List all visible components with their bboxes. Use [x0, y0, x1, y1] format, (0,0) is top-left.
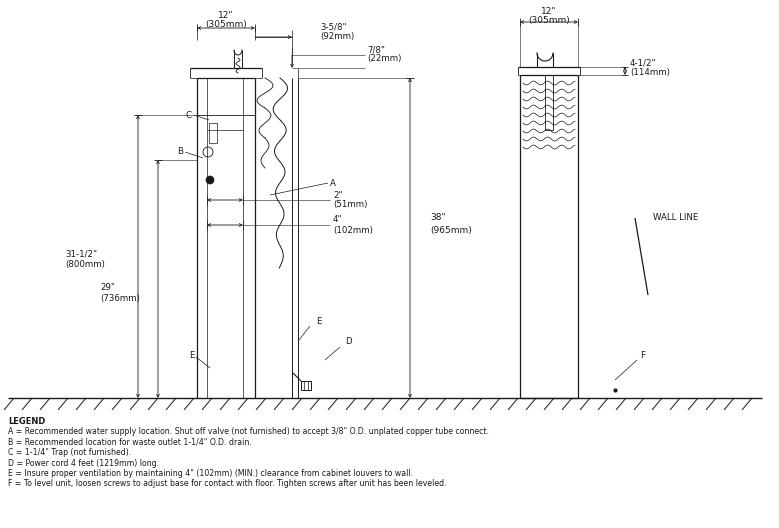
Text: 12": 12" [541, 7, 557, 16]
Text: (92mm): (92mm) [320, 33, 354, 42]
Text: A: A [330, 178, 336, 187]
Text: C: C [186, 110, 192, 119]
Text: (22mm): (22mm) [367, 54, 401, 63]
Text: LEGEND: LEGEND [8, 417, 45, 426]
Text: B = Recommended location for waste outlet 1-1/4" O.D. drain.: B = Recommended location for waste outle… [8, 438, 252, 447]
Text: E: E [316, 317, 322, 326]
Text: F = To level unit, loosen screws to adjust base for contact with floor. Tighten : F = To level unit, loosen screws to adju… [8, 479, 446, 488]
Text: (305mm): (305mm) [205, 20, 247, 29]
Text: (305mm): (305mm) [528, 16, 570, 25]
Text: 29": 29" [100, 284, 115, 293]
Text: (800mm): (800mm) [65, 260, 105, 269]
Text: 4-1/2": 4-1/2" [630, 59, 657, 68]
Text: C = 1-1/4" Trap (not furnished).: C = 1-1/4" Trap (not furnished). [8, 448, 131, 457]
Text: D: D [345, 337, 351, 346]
Bar [301, 381, 311, 390]
Text: (736mm): (736mm) [100, 295, 140, 304]
Text: (114mm): (114mm) [630, 68, 670, 77]
Text: 2": 2" [333, 191, 343, 200]
Text: WALL LINE: WALL LINE [653, 213, 699, 222]
Bar [209, 123, 217, 143]
Text: D = Power cord 4 feet (1219mm) long.: D = Power cord 4 feet (1219mm) long. [8, 458, 159, 467]
Circle shape [206, 176, 214, 184]
Text: 31-1/2": 31-1/2" [65, 250, 97, 259]
Text: B: B [177, 147, 183, 156]
Text: (965mm): (965mm) [430, 225, 472, 234]
Text: 4": 4" [333, 215, 343, 224]
Text: 12": 12" [218, 12, 234, 21]
Text: (102mm): (102mm) [333, 225, 373, 234]
Text: 3-5/8": 3-5/8" [320, 23, 347, 32]
Text: E: E [189, 351, 195, 360]
Text: (51mm): (51mm) [333, 201, 368, 210]
Text: 7/8": 7/8" [367, 45, 385, 54]
Text: 38": 38" [430, 213, 446, 222]
Text: A = Recommended water supply location. Shut off valve (not furnished) to accept : A = Recommended water supply location. S… [8, 427, 489, 436]
Text: F: F [640, 351, 645, 360]
Text: E = Insure proper ventilation by maintaining 4" (102mm) (MIN.) clearance from ca: E = Insure proper ventilation by maintai… [8, 469, 413, 478]
